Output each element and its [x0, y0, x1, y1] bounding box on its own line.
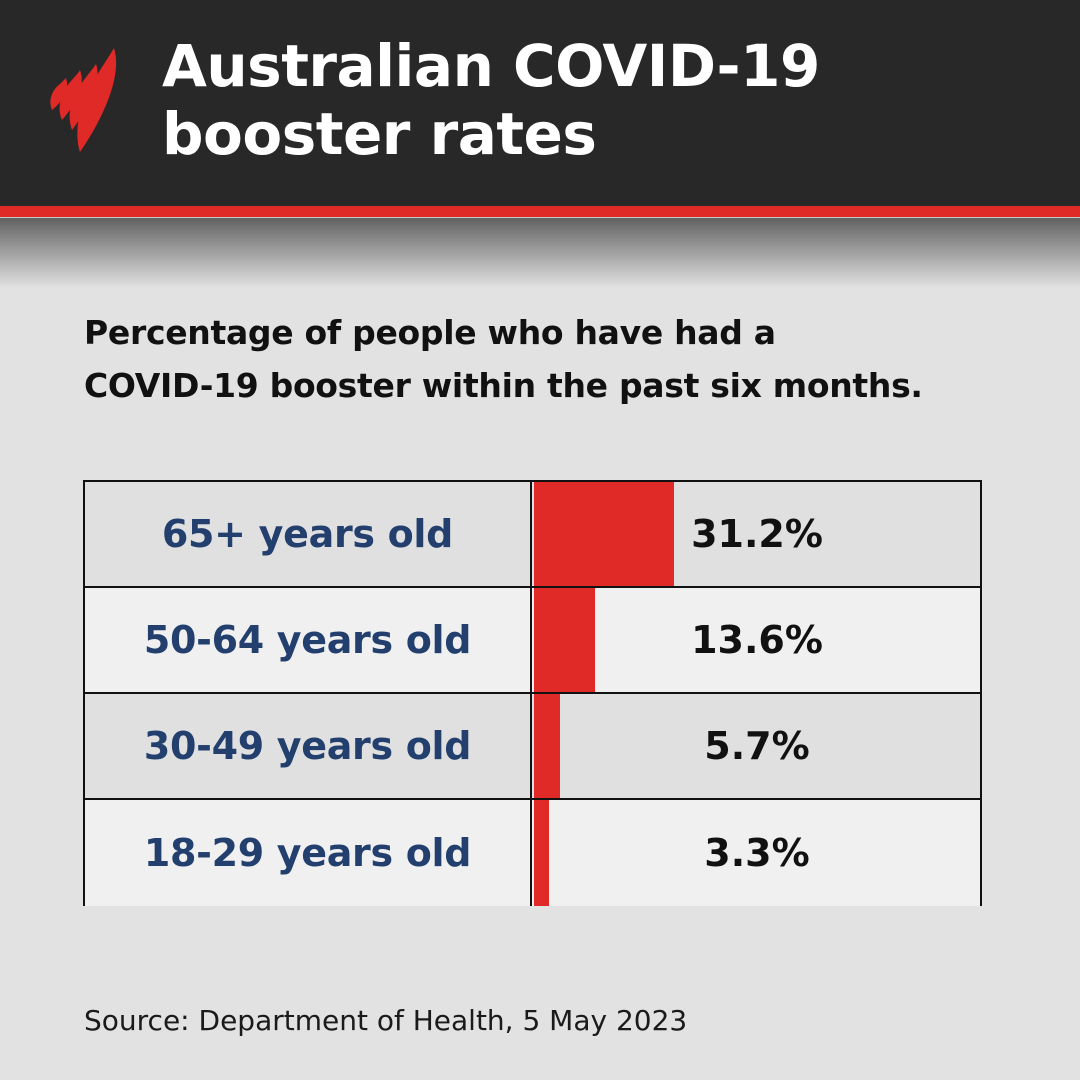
- chart-subtitle: Percentage of people who have had a COVI…: [84, 306, 1024, 412]
- age-group-label: 50-64 years old: [85, 588, 532, 692]
- value-cell: 3.3%: [534, 800, 980, 906]
- header-shadow-gradient: [0, 218, 1080, 288]
- rate-bar: [534, 588, 595, 692]
- rate-bar: [534, 694, 560, 798]
- table-row: 50-64 years old 13.6%: [85, 588, 980, 694]
- header-accent-stripe: [0, 206, 1080, 217]
- header-banner: Australian COVID-19 booster rates: [0, 0, 1080, 206]
- rate-value: 31.2%: [691, 512, 823, 556]
- sbs-flame-logo-icon: [50, 48, 117, 152]
- value-cell: 13.6%: [534, 588, 980, 692]
- age-group-label: 18-29 years old: [85, 800, 532, 906]
- age-group-label: 65+ years old: [85, 482, 532, 586]
- header-divider: [0, 217, 1080, 218]
- title-line-1: Australian COVID-19: [162, 32, 820, 100]
- table-row: 30-49 years old 5.7%: [85, 694, 980, 800]
- rate-value: 5.7%: [704, 724, 810, 768]
- subtitle-line-2: COVID-19 booster within the past six mon…: [84, 366, 923, 405]
- subtitle-line-1: Percentage of people who have had a: [84, 313, 776, 352]
- age-group-label: 30-49 years old: [85, 694, 532, 798]
- rate-bar: [534, 482, 674, 586]
- rate-value: 13.6%: [691, 618, 823, 662]
- rate-bar: [534, 800, 549, 906]
- rate-value: 3.3%: [704, 831, 810, 875]
- table-row: 18-29 years old 3.3%: [85, 800, 980, 906]
- table-row: 65+ years old 31.2%: [85, 482, 980, 588]
- value-cell: 5.7%: [534, 694, 980, 798]
- value-cell: 31.2%: [534, 482, 980, 586]
- page-title: Australian COVID-19 booster rates: [162, 32, 820, 168]
- source-note: Source: Department of Health, 5 May 2023: [84, 1004, 688, 1037]
- booster-rate-table: 65+ years old 31.2% 50-64 years old 13.6…: [83, 480, 982, 906]
- title-line-2: booster rates: [162, 100, 597, 168]
